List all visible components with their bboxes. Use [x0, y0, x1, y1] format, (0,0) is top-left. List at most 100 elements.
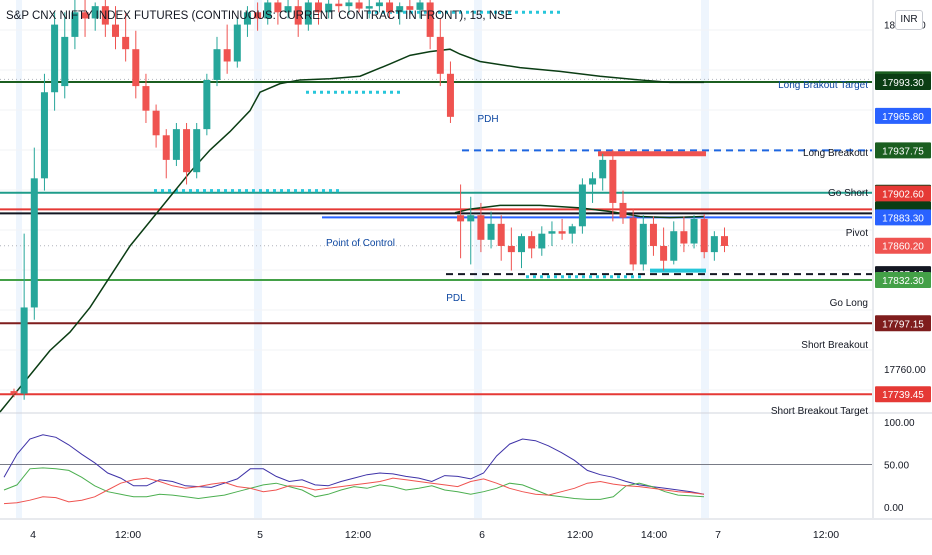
candle — [81, 0, 89, 37]
price-tick-label: 17760.00 — [884, 365, 926, 376]
candle — [487, 211, 495, 249]
candle-body — [20, 307, 28, 394]
candle-body — [172, 129, 180, 160]
session-band — [16, 0, 22, 518]
candle-body — [568, 226, 576, 234]
candle — [122, 12, 130, 62]
candle — [406, 0, 414, 15]
candle — [568, 223, 576, 244]
candle-body — [223, 49, 231, 62]
candle — [457, 184, 465, 259]
annotation-label: Point of Control — [326, 238, 395, 249]
time-tick-label: 7 — [715, 529, 721, 541]
level-label: PDH — [477, 114, 498, 125]
candle-body — [599, 159, 607, 179]
candle — [619, 190, 627, 224]
candle-body — [538, 233, 546, 249]
candle-body — [51, 24, 59, 93]
candle-body — [426, 2, 434, 37]
candle — [639, 215, 647, 271]
candle — [416, 0, 424, 19]
candle-body — [365, 6, 373, 9]
candle — [700, 213, 708, 259]
candle-body — [477, 215, 485, 240]
candle — [670, 221, 678, 265]
candle — [91, 2, 99, 31]
price-tag-label: 17937.75 — [882, 146, 924, 157]
candle-body — [375, 2, 383, 7]
candle — [528, 231, 536, 259]
candle-body — [325, 3, 333, 13]
candle — [284, 0, 292, 19]
candle-body — [264, 2, 272, 19]
candle-body — [507, 245, 515, 253]
candle — [162, 129, 170, 179]
chart-title: S&P CNX NIFTY INDEX FUTURES (CONTINUOUS:… — [6, 10, 513, 22]
osc-tick-label: 50.00 — [884, 461, 909, 472]
price-tag-label: 17965.80 — [882, 112, 924, 123]
candle — [446, 61, 454, 123]
candle — [589, 172, 597, 203]
candle-body — [142, 86, 150, 111]
candle-body — [518, 236, 525, 253]
price-tag-label: 17739.45 — [882, 390, 924, 401]
candle — [61, 12, 69, 99]
level-label: Go Long — [830, 298, 868, 309]
candle — [30, 147, 38, 320]
price-tag-label: 17902.60 — [882, 190, 924, 201]
candle — [609, 150, 617, 222]
candle — [101, 0, 109, 37]
price-tag-label: 17797.15 — [882, 319, 924, 330]
candle-body — [609, 159, 617, 203]
candle — [304, 0, 312, 31]
candle-body — [629, 217, 637, 265]
candle-body — [132, 49, 140, 87]
candle-body — [721, 236, 728, 246]
candle — [660, 227, 668, 271]
candle-body — [639, 223, 647, 265]
price-tag-label: 17993.30 — [882, 78, 924, 89]
price-tag-bg — [875, 272, 931, 289]
candle — [40, 73, 48, 191]
candle-body — [213, 49, 221, 80]
candle-body — [162, 135, 170, 160]
candle — [386, 0, 394, 19]
price-tag: 17883.30 — [875, 209, 931, 226]
candle-body — [660, 245, 668, 261]
candle-body — [304, 2, 312, 25]
level-label: Go Short — [828, 188, 868, 199]
candle-body — [10, 391, 18, 394]
candle-body — [183, 129, 191, 173]
session-band — [474, 0, 482, 518]
candle — [355, 0, 363, 13]
candle — [396, 2, 404, 25]
level-label: PDL — [446, 293, 466, 304]
candle-body — [233, 24, 241, 62]
candle-body — [416, 2, 424, 10]
candle-body — [436, 36, 444, 74]
candle — [497, 215, 505, 261]
time-tick-label: 12:00 — [115, 529, 141, 541]
session-band — [254, 0, 262, 518]
candle — [20, 233, 28, 400]
candle-body — [457, 215, 465, 222]
price-tag-bg — [875, 107, 931, 124]
osc-tick-label: 0.00 — [884, 503, 904, 514]
candle-body — [30, 178, 38, 308]
level-label: Pivot — [846, 228, 868, 239]
time-tick-label: 12:00 — [567, 529, 593, 541]
candle — [548, 221, 556, 246]
price-tag: 17797.15 — [875, 315, 931, 332]
candle-body — [315, 2, 322, 13]
vwap-line — [0, 48, 704, 413]
candle-body — [497, 223, 505, 246]
candle-body — [548, 231, 556, 234]
price-tag-label: 17832.30 — [882, 276, 924, 287]
candle-body — [670, 231, 678, 261]
candle-body — [243, 12, 251, 25]
candle — [193, 122, 201, 179]
currency-button[interactable]: INR — [895, 10, 923, 30]
candle — [243, 6, 251, 37]
